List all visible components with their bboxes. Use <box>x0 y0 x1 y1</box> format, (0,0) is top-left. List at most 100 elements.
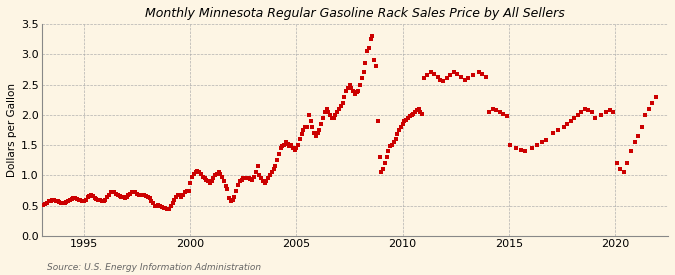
Point <box>422 73 433 78</box>
Point <box>126 190 137 195</box>
Point <box>80 197 91 202</box>
Point <box>562 122 572 126</box>
Point <box>197 174 208 179</box>
Point <box>378 167 389 172</box>
Point <box>396 125 406 129</box>
Point <box>97 199 107 203</box>
Point <box>178 192 189 197</box>
Point <box>263 176 273 181</box>
Point <box>412 108 423 112</box>
Point <box>371 64 381 68</box>
Point <box>275 146 286 150</box>
Point <box>132 191 142 196</box>
Point <box>91 197 102 201</box>
Point <box>215 172 226 176</box>
Point <box>339 94 350 99</box>
Point <box>38 202 49 207</box>
Point <box>180 190 190 195</box>
Point <box>516 148 526 152</box>
Point <box>89 196 100 200</box>
Point <box>68 196 79 201</box>
Point <box>332 109 343 114</box>
Point <box>572 112 583 117</box>
Point <box>194 170 205 175</box>
Point <box>105 190 116 195</box>
Point <box>144 196 155 201</box>
Point <box>123 192 134 197</box>
Point <box>114 194 125 198</box>
Point <box>373 119 383 123</box>
Point <box>491 108 502 112</box>
Point <box>355 82 366 87</box>
Point <box>257 179 268 184</box>
Point <box>245 177 256 181</box>
Point <box>163 207 174 211</box>
Point <box>61 200 72 204</box>
Point <box>95 198 105 202</box>
Point <box>256 176 267 181</box>
Point <box>425 70 436 75</box>
Point <box>505 143 516 147</box>
Point <box>418 76 429 81</box>
Point <box>328 116 339 120</box>
Point <box>286 143 296 147</box>
Point <box>615 167 626 172</box>
Point <box>385 144 396 148</box>
Point <box>622 161 632 166</box>
Point <box>468 73 479 78</box>
Point <box>186 174 197 179</box>
Point <box>392 132 403 136</box>
Point <box>136 193 146 198</box>
Point <box>169 197 180 202</box>
Point <box>99 199 109 204</box>
Point <box>88 194 99 198</box>
Point <box>165 204 176 208</box>
Point <box>365 37 376 41</box>
Point <box>298 128 309 132</box>
Point <box>433 75 443 79</box>
Point <box>650 94 661 99</box>
Point <box>242 176 252 180</box>
Point <box>213 170 224 175</box>
Point <box>199 176 210 181</box>
Title: Monthly Minnesota Regular Gasoline Rack Sales Price by All Sellers: Monthly Minnesota Regular Gasoline Rack … <box>145 7 565 20</box>
Point <box>333 106 344 111</box>
Point <box>49 197 59 202</box>
Point <box>445 73 456 78</box>
Point <box>171 194 182 199</box>
Point <box>125 191 136 196</box>
Point <box>360 61 371 65</box>
Point <box>45 199 56 203</box>
Point <box>279 143 290 147</box>
Point <box>397 122 408 126</box>
Point <box>314 128 325 132</box>
Point <box>248 174 259 179</box>
Point <box>308 131 319 135</box>
Point <box>238 176 249 181</box>
Point <box>612 161 622 166</box>
Point <box>159 205 169 210</box>
Point <box>305 119 316 123</box>
Point <box>340 88 351 93</box>
Point <box>388 140 399 144</box>
Point <box>162 207 173 211</box>
Point <box>261 179 272 184</box>
Point <box>537 140 547 144</box>
Point <box>375 155 385 160</box>
Point <box>117 195 128 199</box>
Point <box>502 114 512 118</box>
Point <box>416 111 427 116</box>
Point <box>139 193 150 198</box>
Point <box>190 170 201 175</box>
Point <box>441 76 452 81</box>
Point <box>268 167 279 172</box>
Point <box>310 134 321 138</box>
Point <box>137 192 148 197</box>
Point <box>362 49 373 53</box>
Point <box>321 106 332 111</box>
Point <box>222 186 233 191</box>
Point <box>227 197 238 202</box>
Point <box>185 180 196 185</box>
Point <box>643 106 654 111</box>
Point <box>51 199 61 203</box>
